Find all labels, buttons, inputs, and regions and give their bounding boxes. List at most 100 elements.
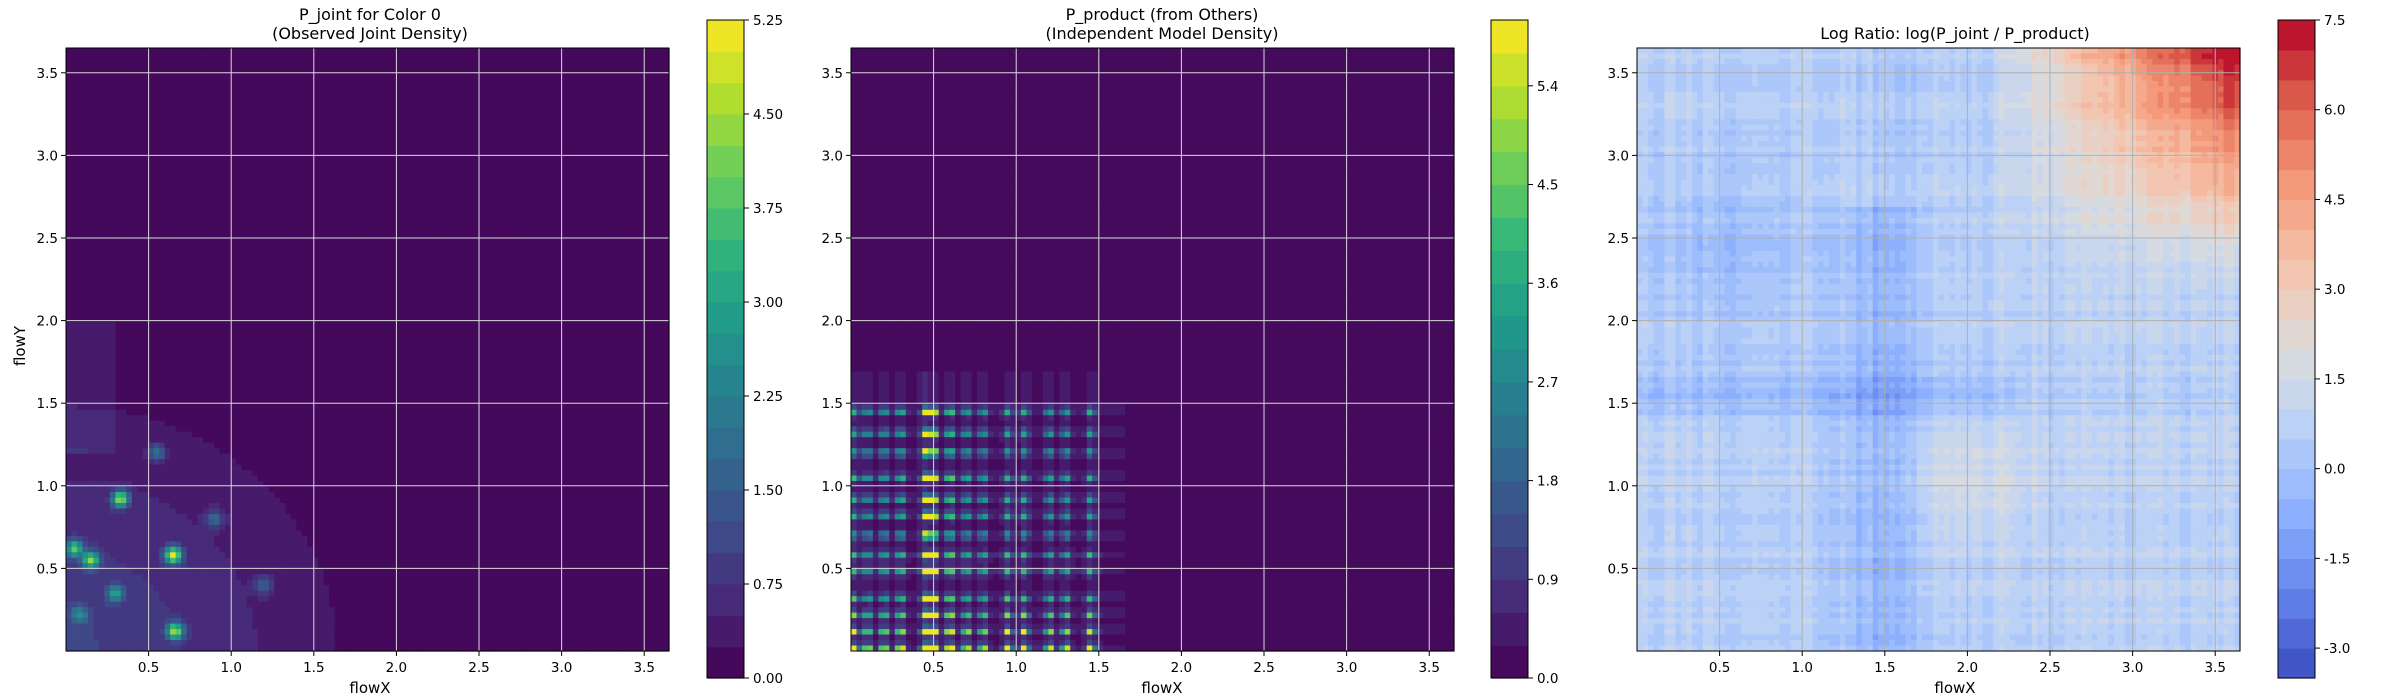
heatmap-cell bbox=[181, 146, 188, 153]
heatmap-cell bbox=[274, 201, 281, 208]
heatmap-cell bbox=[422, 168, 429, 175]
heatmap-cell bbox=[257, 102, 264, 109]
heatmap-cell bbox=[378, 91, 385, 98]
heatmap-cell bbox=[394, 289, 401, 296]
heatmap-cell bbox=[109, 223, 116, 230]
heatmap-cell bbox=[224, 185, 232, 192]
heatmap-cell bbox=[164, 174, 171, 181]
heatmap-cell bbox=[257, 146, 264, 153]
heatmap-cell bbox=[575, 146, 582, 153]
heatmap-cell bbox=[438, 163, 445, 170]
heatmap-cell bbox=[214, 163, 221, 170]
heatmap-cell bbox=[504, 168, 511, 175]
heatmap-cell bbox=[301, 217, 308, 225]
heatmap-cell bbox=[318, 250, 325, 257]
heatmap-cell bbox=[285, 179, 292, 186]
heatmap-cell bbox=[411, 86, 418, 93]
heatmap-cell bbox=[98, 272, 105, 279]
heatmap-cell bbox=[170, 289, 177, 296]
heatmap-cell bbox=[285, 113, 292, 120]
heatmap-cell bbox=[323, 256, 330, 263]
heatmap-cell bbox=[389, 146, 396, 153]
heatmap-cell bbox=[345, 97, 352, 104]
heatmap-cell bbox=[142, 168, 149, 175]
heatmap-cell bbox=[93, 256, 100, 263]
heatmap-cell bbox=[625, 102, 632, 109]
heatmap-cell bbox=[252, 272, 259, 279]
heatmap-cell bbox=[460, 80, 467, 87]
heatmap-cell bbox=[329, 48, 336, 55]
heatmap-cell bbox=[159, 250, 166, 257]
heatmap-cell bbox=[104, 239, 111, 246]
heatmap-cell bbox=[493, 272, 500, 279]
heatmap-cell bbox=[449, 119, 456, 126]
heatmap-cell bbox=[510, 228, 517, 235]
heatmap-cell bbox=[570, 245, 577, 252]
heatmap-cell bbox=[290, 91, 297, 98]
heatmap-cell bbox=[263, 130, 270, 137]
heatmap-cell bbox=[98, 102, 105, 109]
heatmap-cell bbox=[329, 278, 336, 285]
heatmap-cell bbox=[76, 168, 84, 175]
heatmap-cell bbox=[170, 53, 177, 60]
heatmap-cell bbox=[411, 196, 418, 203]
heatmap-cell bbox=[592, 245, 599, 252]
heatmap-cell bbox=[219, 168, 226, 175]
heatmap-cell bbox=[98, 267, 105, 274]
heatmap-cell bbox=[137, 261, 144, 268]
heatmap-cell bbox=[98, 228, 105, 235]
heatmap-cell bbox=[389, 168, 396, 175]
heatmap-cell bbox=[290, 289, 297, 296]
heatmap-cell bbox=[416, 239, 423, 246]
heatmap-cell bbox=[455, 113, 462, 120]
heatmap-cell bbox=[515, 272, 522, 279]
heatmap-cell bbox=[115, 75, 122, 82]
heatmap-cell bbox=[422, 278, 429, 285]
heatmap-cell bbox=[175, 141, 182, 148]
heatmap-cell bbox=[170, 201, 177, 208]
heatmap-cell bbox=[663, 86, 670, 93]
heatmap-cell bbox=[120, 245, 127, 252]
heatmap-cell bbox=[597, 245, 604, 252]
heatmap-cell bbox=[142, 86, 149, 93]
heatmap-cell bbox=[394, 174, 401, 181]
heatmap-cell bbox=[351, 239, 358, 246]
heatmap-cell bbox=[405, 91, 412, 98]
heatmap-cell bbox=[76, 174, 84, 181]
heatmap-cell bbox=[647, 239, 654, 246]
heatmap-cell bbox=[170, 212, 177, 219]
heatmap-cell bbox=[279, 58, 286, 66]
heatmap-cell bbox=[104, 206, 111, 214]
heatmap-cell bbox=[499, 179, 506, 186]
heatmap-cell bbox=[323, 91, 330, 98]
heatmap-cell bbox=[301, 163, 308, 170]
heatmap-cell bbox=[318, 239, 325, 246]
heatmap-cell bbox=[290, 267, 297, 274]
heatmap-cell bbox=[471, 261, 478, 268]
heatmap-cell bbox=[455, 250, 462, 257]
heatmap-cell bbox=[241, 86, 248, 93]
heatmap-cell bbox=[82, 75, 89, 82]
heatmap-cell bbox=[455, 190, 462, 197]
heatmap-cell bbox=[570, 146, 577, 153]
heatmap-cell bbox=[658, 124, 665, 131]
heatmap-cell bbox=[581, 53, 588, 60]
heatmap-cell bbox=[109, 146, 116, 153]
heatmap-cell bbox=[323, 130, 330, 137]
heatmap-cell bbox=[466, 157, 473, 164]
heatmap-cell bbox=[175, 294, 182, 301]
heatmap-cell bbox=[471, 58, 478, 66]
heatmap-cell bbox=[619, 283, 626, 290]
heatmap-cell bbox=[224, 48, 232, 55]
heatmap-cell bbox=[608, 80, 615, 87]
heatmap-cell bbox=[214, 119, 221, 126]
heatmap-cell bbox=[76, 250, 84, 257]
heatmap-cell bbox=[340, 119, 347, 126]
heatmap-cell bbox=[411, 108, 418, 115]
heatmap-cell bbox=[307, 64, 314, 71]
heatmap-cell bbox=[175, 97, 182, 104]
heatmap-cell bbox=[400, 272, 407, 279]
heatmap-cell bbox=[526, 157, 533, 164]
heatmap-cell bbox=[614, 86, 621, 93]
heatmap-cell bbox=[455, 267, 462, 274]
